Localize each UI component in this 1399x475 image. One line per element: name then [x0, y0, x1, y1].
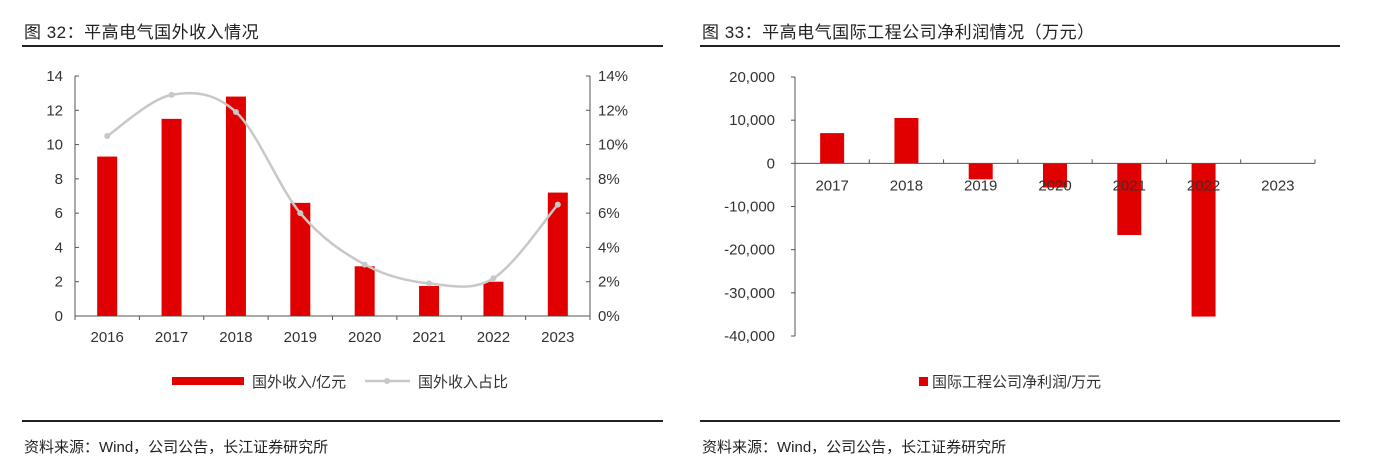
- y-tick-label: -30,000: [724, 285, 775, 302]
- x-tick-label: 2023: [1261, 177, 1294, 194]
- legend-bar-label: 国外收入/亿元: [252, 374, 346, 391]
- legend-bar-swatch: [172, 377, 244, 385]
- x-tick-label: 2018: [890, 177, 923, 194]
- right-chart-title: 图 33：平高电气国际工程公司净利润情况（万元）: [702, 23, 1095, 42]
- share-point-2020: [361, 261, 368, 268]
- share-point-2017: [168, 91, 175, 98]
- x-tick-label: 2017: [815, 177, 848, 194]
- share-line: [106, 91, 559, 288]
- x-tick-label: 2021: [1113, 177, 1146, 194]
- left-title-rule: [22, 45, 663, 47]
- bar-2019: [968, 163, 993, 180]
- bar-2017: [820, 133, 845, 164]
- legend-line-label: 国外收入占比: [418, 374, 508, 391]
- y-tick-label: -20,000: [724, 242, 775, 259]
- x-tick-label: 2017: [155, 329, 188, 346]
- bar-2020: [1043, 163, 1067, 188]
- y2-tick-label: 4%: [598, 239, 620, 256]
- y-tick-label: 8: [55, 171, 63, 188]
- share-point-2019: [297, 210, 304, 217]
- share-point-2021: [426, 280, 433, 287]
- x-tick-label: 2016: [91, 329, 124, 346]
- bar-2021: [1117, 163, 1142, 235]
- y2-tick-label: 0%: [598, 308, 620, 325]
- y-tick-label: 6: [55, 205, 63, 222]
- bar-2019: [290, 202, 311, 316]
- x-tick-label: 2018: [219, 329, 252, 346]
- y2-tick-label: 2%: [598, 274, 620, 291]
- y-tick-label: 10,000: [729, 112, 775, 129]
- y-tick-label: -10,000: [724, 199, 775, 216]
- bar-2018: [894, 118, 919, 164]
- bar-2018: [225, 96, 246, 316]
- x-tick-label: 2022: [1187, 177, 1220, 194]
- y2-tick-label: 6%: [598, 205, 620, 222]
- x-tick-label: 2019: [964, 177, 997, 194]
- left-chart-title: 图 32：平高电气国外收入情况: [24, 23, 260, 42]
- share-point-2018: [232, 109, 239, 115]
- y-tick-label: -40,000: [724, 328, 775, 345]
- share-point-2016: [104, 133, 111, 139]
- x-tick-label: 2020: [348, 329, 381, 346]
- right-bottom-rule: [700, 420, 1340, 422]
- y-tick-label: 20,000: [729, 69, 775, 86]
- x-tick-label: 2020: [1038, 177, 1071, 194]
- right-title-rule: [700, 45, 1340, 47]
- y-tick-label: 14: [46, 68, 63, 85]
- y-tick-label: 10: [46, 137, 63, 154]
- y2-tick-label: 12%: [598, 102, 628, 119]
- x-tick-label: 2019: [284, 329, 317, 346]
- y-tick-label: 12: [46, 102, 63, 119]
- legend-line-marker: [384, 378, 390, 384]
- x-tick-label: 2021: [412, 329, 445, 346]
- bar-2017: [161, 118, 182, 316]
- share-point-2022: [490, 275, 497, 282]
- y-tick-label: 4: [55, 239, 63, 256]
- bar-2022: [483, 281, 504, 316]
- y-tick-label: 0: [55, 308, 63, 325]
- bar-2023: [547, 192, 568, 316]
- y2-tick-label: 8%: [598, 171, 620, 188]
- legend-bar-swatch: [919, 377, 928, 386]
- x-tick-label: 2023: [541, 329, 574, 346]
- legend-bar-label: 国际工程公司净利润/万元: [932, 374, 1101, 391]
- right-source: 资料来源：Wind，公司公告，长江证券研究所: [702, 439, 1007, 456]
- y-tick-label: 2: [55, 274, 63, 291]
- bar-2021: [419, 286, 440, 316]
- y-tick-label: 0: [767, 155, 775, 172]
- left-source: 资料来源：Wind，公司公告，长江证券研究所: [24, 439, 329, 456]
- bar-2016: [97, 156, 118, 316]
- x-tick-label: 2022: [477, 329, 510, 346]
- bar-2022: [1191, 163, 1216, 317]
- y2-tick-label: 10%: [598, 137, 628, 154]
- bar-2020: [354, 266, 375, 316]
- left-bottom-rule: [22, 420, 663, 422]
- y2-tick-label: 14%: [598, 68, 628, 85]
- share-point-2023: [554, 201, 561, 208]
